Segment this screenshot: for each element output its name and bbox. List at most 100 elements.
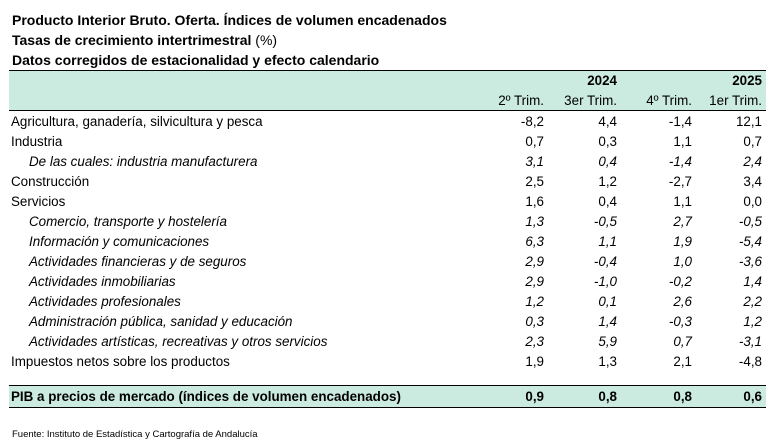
cell-value: 1,0 [673, 253, 692, 269]
report-subtitle: Tasas de crecimiento intertrimestral (%) [12, 30, 447, 50]
cell-value: 1,9 [525, 353, 544, 369]
cell-value: -8,2 [520, 113, 544, 129]
cell-value: 1,1 [673, 133, 692, 149]
cell-value: -3,1 [738, 333, 762, 349]
table-row: Agricultura, ganadería, silvicultura y p… [9, 111, 766, 132]
cell-value: 1,1 [673, 193, 692, 209]
total-row: PIB a precios de mercado (índices de vol… [9, 385, 766, 408]
year-header-row: 2024 2025 [9, 70, 766, 90]
row-label: Comercio, transporte y hostelería [29, 213, 227, 229]
table-row: Industria 0,7 0,3 1,1 0,7 [9, 131, 766, 151]
cell-value: -4,8 [738, 353, 762, 369]
row-label: Construcción [11, 173, 90, 189]
report-title-block: Producto Interior Bruto. Oferta. Índices… [12, 10, 447, 70]
cell-value: -0,3 [668, 313, 692, 329]
cell-value: 2,5 [525, 173, 544, 189]
cell-value: 2,3 [525, 333, 544, 349]
total-value: 0,9 [472, 385, 548, 408]
table-row: Construcción 2,5 1,2 -2,7 3,4 [9, 171, 766, 191]
subtitle-unit: (%) [255, 32, 278, 48]
cell-value: 1,2 [743, 313, 762, 329]
row-label: Actividades artísticas, recreativas y ot… [29, 333, 328, 349]
cell-value: 0,7 [743, 133, 762, 149]
cell-value: 1,4 [598, 313, 617, 329]
table-row-subitem: Actividades financieras y de seguros 2,9… [9, 251, 766, 271]
header-year-2025: 2025 [696, 70, 766, 90]
cell-value: -1,4 [668, 113, 692, 129]
total-value: 0,8 [621, 385, 696, 408]
cell-value: 2,1 [673, 353, 692, 369]
table-row-subitem: Actividades inmobiliarias 2,9 -1,0 -0,2 … [9, 271, 766, 291]
cell-value: 2,4 [743, 153, 762, 169]
cell-value: 1,2 [525, 293, 544, 309]
cell-value: 5,9 [598, 333, 617, 349]
row-label: Actividades inmobiliarias [29, 273, 176, 289]
report-note: Datos corregidos de estacionalidad y efe… [12, 52, 380, 68]
subtitle-text: Tasas de crecimiento intertrimestral [12, 32, 252, 48]
cell-value: 0,0 [743, 193, 762, 209]
header-year-pad-2 [621, 70, 696, 90]
cell-value: -3,6 [738, 253, 762, 269]
report-title: Producto Interior Bruto. Oferta. Índices… [12, 12, 447, 28]
spacer-row [9, 371, 766, 386]
cell-value: 3,4 [743, 173, 762, 189]
header-quarter: 3er Trim. [548, 90, 621, 111]
cell-value: 2,9 [525, 253, 544, 269]
cell-value: 1,9 [673, 233, 692, 249]
table-row: Servicios 1,6 0,4 1,1 0,0 [9, 191, 766, 211]
cell-value: 1,3 [598, 353, 617, 369]
row-label: Servicios [11, 193, 66, 209]
total-value: 0,8 [548, 385, 621, 408]
cell-value: -1,4 [668, 153, 692, 169]
cell-value: 0,7 [525, 133, 544, 149]
total-label: PIB a precios de mercado (índices de vol… [9, 385, 472, 408]
cell-value: -1,0 [593, 273, 617, 289]
total-value: 0,6 [696, 385, 766, 408]
cell-value: 0,4 [598, 153, 617, 169]
table-row-subitem: Actividades profesionales 1,2 0,1 2,6 2,… [9, 291, 766, 311]
cell-value: 0,4 [598, 193, 617, 209]
cell-value: 1,4 [743, 273, 762, 289]
row-label: Actividades financieras y de seguros [29, 253, 247, 269]
row-label: Impuestos netos sobre los productos [11, 353, 230, 369]
header-blank [9, 90, 472, 111]
quarter-header-row: 2º Trim. 3er Trim. 4º Trim. 1er Trim. [9, 90, 766, 111]
source-note: Fuente: Instituto de Estadística y Carto… [12, 429, 258, 440]
row-label: Industria [11, 133, 63, 149]
cell-value: 0,1 [598, 293, 617, 309]
cell-value: 2,7 [673, 213, 692, 229]
cell-value: 2,9 [525, 273, 544, 289]
table-row-subitem: Comercio, transporte y hostelería 1,3 -0… [9, 211, 766, 231]
cell-value: 4,4 [598, 113, 617, 129]
table-row-subitem: Actividades artísticas, recreativas y ot… [9, 331, 766, 351]
cell-value: 1,6 [525, 193, 544, 209]
cell-value: 0,3 [598, 133, 617, 149]
cell-value: 0,3 [525, 313, 544, 329]
cell-value: -0,4 [593, 253, 617, 269]
gdp-growth-table: 2024 2025 2º Trim. 3er Trim. 4º Trim. 1e… [9, 70, 766, 408]
cell-value: -0,2 [668, 273, 692, 289]
header-quarter: 2º Trim. [472, 90, 548, 111]
row-label: De las cuales: industria manufacturera [29, 153, 258, 169]
row-label: Actividades profesionales [29, 293, 181, 309]
row-label: Administración pública, sanidad y educac… [29, 313, 293, 329]
cell-value: 3,1 [525, 153, 544, 169]
cell-value: 1,1 [598, 233, 617, 249]
header-quarter: 1er Trim. [696, 90, 766, 111]
header-quarter: 4º Trim. [621, 90, 696, 111]
header-blank [9, 70, 472, 90]
table-row: Impuestos netos sobre los productos 1,9 … [9, 351, 766, 371]
cell-value: -0,5 [593, 213, 617, 229]
cell-value: 2,2 [743, 293, 762, 309]
header-year-2024: 2024 [548, 70, 621, 90]
header-year-pad [472, 70, 548, 90]
row-label: Agricultura, ganadería, silvicultura y p… [11, 113, 263, 129]
row-label: Información y comunicaciones [29, 233, 210, 249]
table-row-subitem: Información y comunicaciones 6,3 1,1 1,9… [9, 231, 766, 251]
cell-value: 0,7 [673, 333, 692, 349]
cell-value: 2,6 [673, 293, 692, 309]
cell-value: -0,5 [738, 213, 762, 229]
cell-value: 6,3 [525, 233, 544, 249]
cell-value: -5,4 [738, 233, 762, 249]
table-row-subitem: De las cuales: industria manufacturera 3… [9, 151, 766, 171]
